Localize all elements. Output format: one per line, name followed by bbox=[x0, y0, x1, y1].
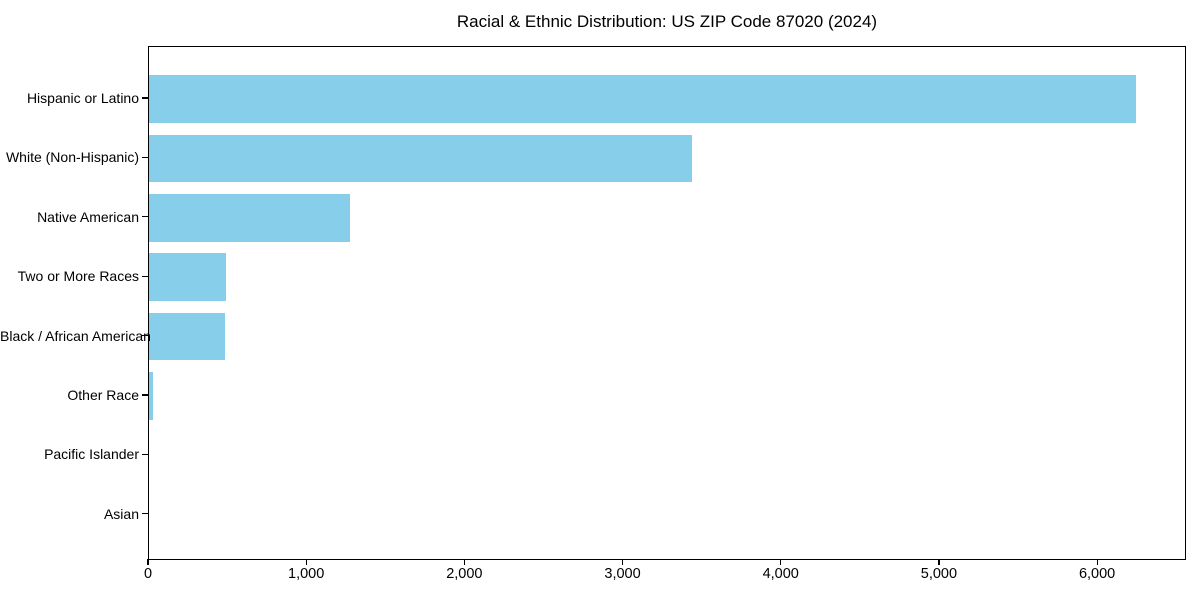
y-tick bbox=[142, 275, 148, 277]
x-tick-label: 4,000 bbox=[762, 566, 799, 582]
x-tick bbox=[147, 559, 149, 565]
y-tick-label: Pacific Islander bbox=[44, 446, 139, 463]
bar bbox=[149, 312, 225, 361]
y-tick bbox=[142, 335, 148, 337]
y-tick-label: Black / African American bbox=[0, 327, 151, 344]
y-tick-label: Asian bbox=[103, 505, 139, 522]
bar bbox=[149, 253, 227, 301]
x-tick bbox=[463, 559, 465, 565]
bar bbox=[149, 134, 693, 183]
x-tick-label: 2,000 bbox=[446, 566, 483, 582]
bar bbox=[149, 75, 1136, 123]
x-tick bbox=[621, 559, 624, 565]
plot-area bbox=[148, 46, 1186, 560]
chart-title: Racial & Ethnic Distribution: US ZIP Cod… bbox=[456, 12, 878, 31]
bar bbox=[149, 194, 350, 242]
x-tick bbox=[780, 559, 782, 565]
y-tick bbox=[142, 156, 148, 158]
x-tick bbox=[1096, 559, 1098, 565]
y-tick bbox=[142, 513, 148, 515]
y-tick bbox=[142, 394, 148, 396]
x-tick-label: 6,000 bbox=[1078, 566, 1116, 582]
x-tick bbox=[305, 559, 307, 565]
x-tick-label: 3,000 bbox=[604, 566, 641, 582]
x-tick-label: 0 bbox=[143, 566, 153, 582]
y-tick-label: Two or More Races bbox=[17, 268, 139, 285]
y-tick bbox=[142, 97, 148, 99]
x-tick-label: 1,000 bbox=[288, 566, 325, 582]
y-tick-label: Other Race bbox=[67, 387, 139, 403]
y-tick-label: White (Non-Hispanic) bbox=[5, 149, 139, 166]
y-tick-label: Hispanic or Latino bbox=[26, 90, 139, 106]
y-tick-label: Native American bbox=[37, 208, 139, 225]
x-tick bbox=[938, 559, 940, 565]
x-tick-label: 5,000 bbox=[920, 566, 958, 582]
y-tick bbox=[142, 216, 148, 218]
y-tick bbox=[142, 453, 148, 455]
bar bbox=[149, 372, 153, 420]
